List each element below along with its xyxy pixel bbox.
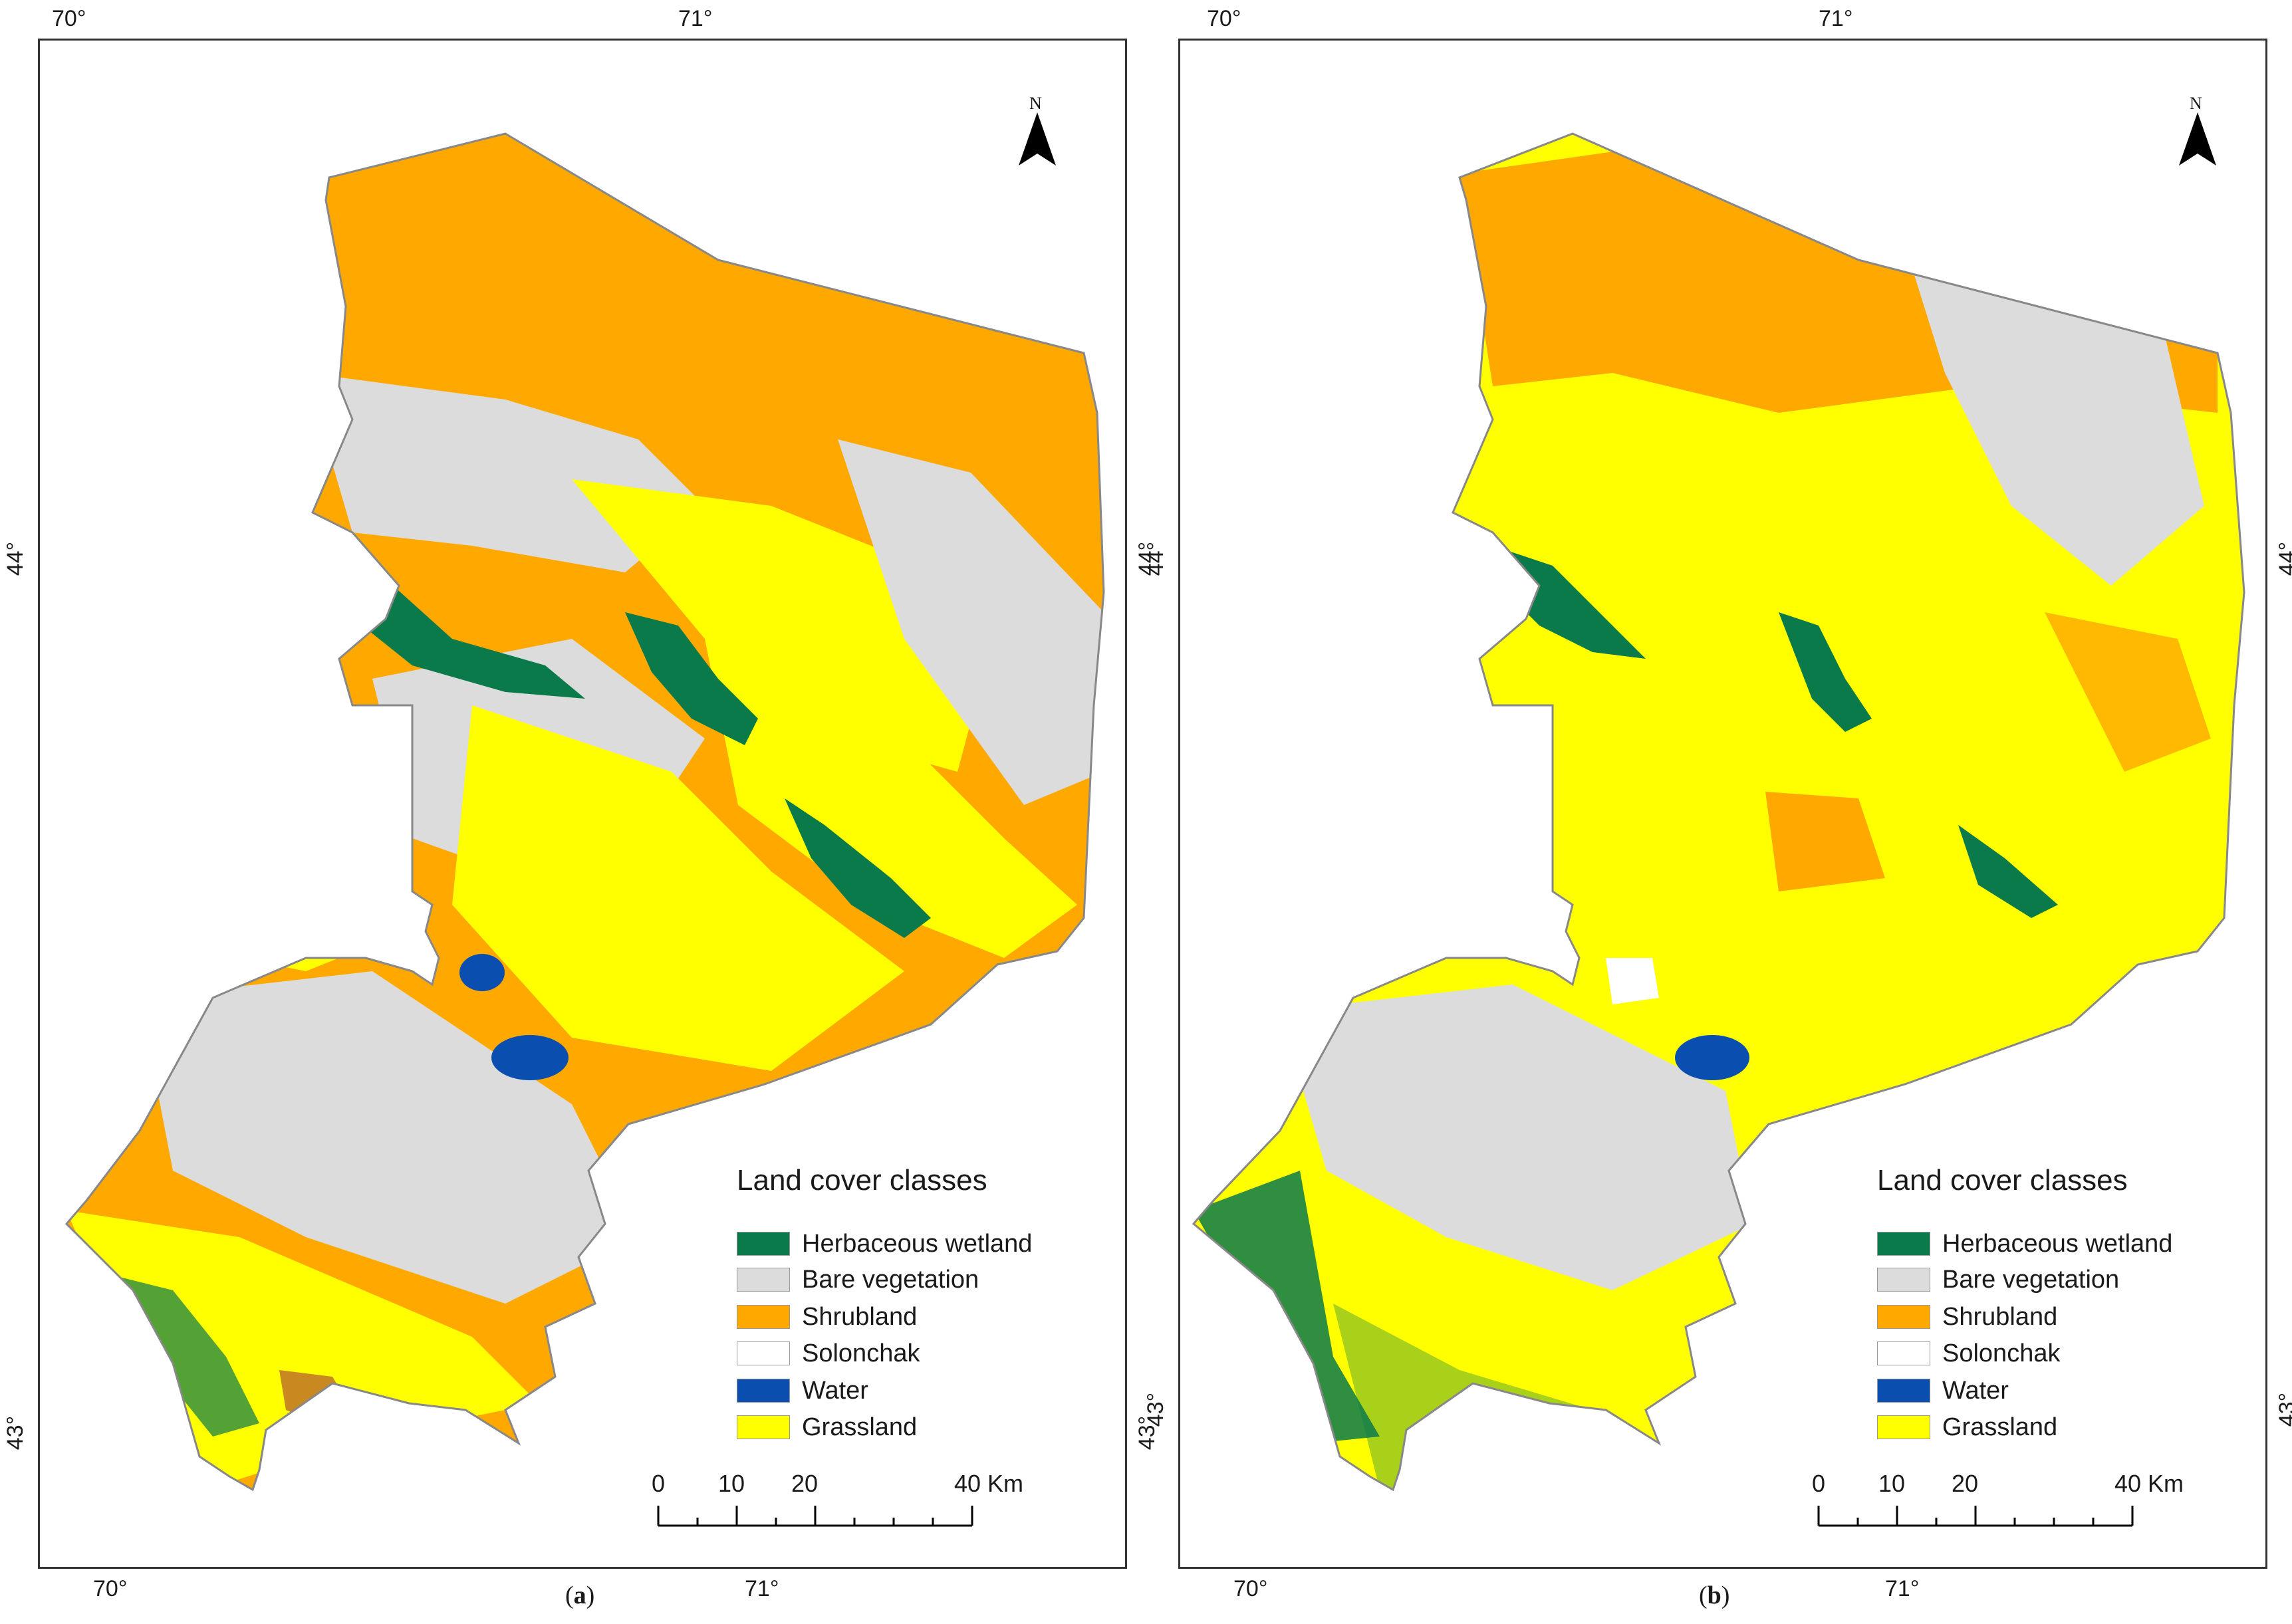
lat-label-44-right: 44°	[2275, 541, 2292, 576]
legend-label: Grassland	[1942, 1413, 2058, 1441]
map-panel-b: 70° 71° 70° 71° 44° 43° 44° 43°	[1143, 6, 2292, 1601]
lat-label-43-right: 43°	[2275, 1392, 2292, 1427]
scale-bar-graphic	[1817, 1506, 2134, 1527]
scale-label-0: 0	[1812, 1470, 1826, 1497]
scale-label-40: 40 Km	[954, 1470, 1024, 1497]
legend-label: Grassland	[802, 1413, 918, 1441]
legend-label: Solonchak	[1942, 1339, 2061, 1367]
north-label: N	[1029, 94, 1042, 113]
legend-swatch	[1877, 1379, 1930, 1403]
north-arrow-icon	[1019, 112, 1056, 166]
caption-a: (a)	[565, 1581, 594, 1610]
lat-label-43-left: 43°	[1143, 1392, 1169, 1427]
caption-b: (b)	[1699, 1581, 1729, 1610]
lat-label-44-left: 44°	[1143, 541, 1169, 576]
map-panel-a: 70° 71° 70° 71° 44° 43° 44° 43°	[3, 6, 1160, 1601]
lon-label-70-top: 70°	[52, 6, 86, 31]
scale-bar-graphic	[657, 1506, 973, 1527]
legend-label: Herbaceous wetland	[1942, 1230, 2173, 1258]
lat-label-43-left: 43°	[3, 1415, 29, 1450]
north-arrow-icon	[2179, 112, 2216, 166]
legend-title: Land cover classes	[737, 1164, 987, 1197]
north-label: N	[2190, 94, 2202, 113]
legend-label: Shrubland	[1942, 1303, 2058, 1331]
lon-label-71-top: 71°	[678, 6, 713, 31]
legend-label: Bare vegetation	[1942, 1266, 2120, 1294]
caption-letter: b	[1707, 1581, 1721, 1609]
legend-swatch	[1877, 1268, 1930, 1292]
lon-label-70-bottom: 70°	[1233, 1576, 1268, 1601]
legend-swatch	[1877, 1415, 1930, 1439]
lon-label-71-bottom: 71°	[745, 1576, 779, 1601]
legend-swatch	[1877, 1305, 1930, 1329]
lat-label-44-left: 44°	[3, 541, 29, 576]
legend-label: Bare vegetation	[802, 1266, 979, 1294]
legend-label: Water	[1942, 1377, 2009, 1405]
lon-label-70-top: 70°	[1207, 6, 1241, 31]
caption-letter: a	[573, 1581, 586, 1609]
caption-paren-close: )	[586, 1581, 595, 1609]
lon-label-71-top: 71°	[1819, 6, 1853, 31]
legend-swatch	[737, 1305, 790, 1329]
scale-label-40: 40 Km	[2114, 1470, 2184, 1497]
legend-label: Solonchak	[802, 1339, 920, 1367]
scale-label-20: 20	[1952, 1470, 1979, 1497]
legend-swatch	[1877, 1232, 1930, 1256]
lon-label-70-bottom: 70°	[93, 1576, 128, 1601]
caption-paren-close: )	[1721, 1581, 1730, 1609]
legend-swatch	[737, 1341, 790, 1365]
lon-label-71-bottom: 71°	[1885, 1576, 1920, 1601]
caption-paren-open: (	[1699, 1581, 1708, 1609]
land-cover-map-a	[64, 132, 1105, 1492]
legend-label: Shrubland	[802, 1303, 918, 1331]
caption-paren-open: (	[565, 1581, 574, 1609]
legend-title: Land cover classes	[1877, 1164, 2128, 1197]
legend-swatch	[1877, 1341, 1930, 1365]
scale-label-10: 10	[1878, 1470, 1906, 1497]
legend-swatch	[737, 1268, 790, 1292]
land-cover-map-b	[1192, 132, 2245, 1492]
scale-label-20: 20	[791, 1470, 819, 1497]
legend-swatch	[737, 1415, 790, 1439]
legend-swatch	[737, 1379, 790, 1403]
scale-label-10: 10	[718, 1470, 745, 1497]
scale-label-0: 0	[652, 1470, 666, 1497]
legend-label: Water	[802, 1377, 868, 1405]
legend-label: Herbaceous wetland	[802, 1230, 1033, 1258]
legend-swatch	[737, 1232, 790, 1256]
